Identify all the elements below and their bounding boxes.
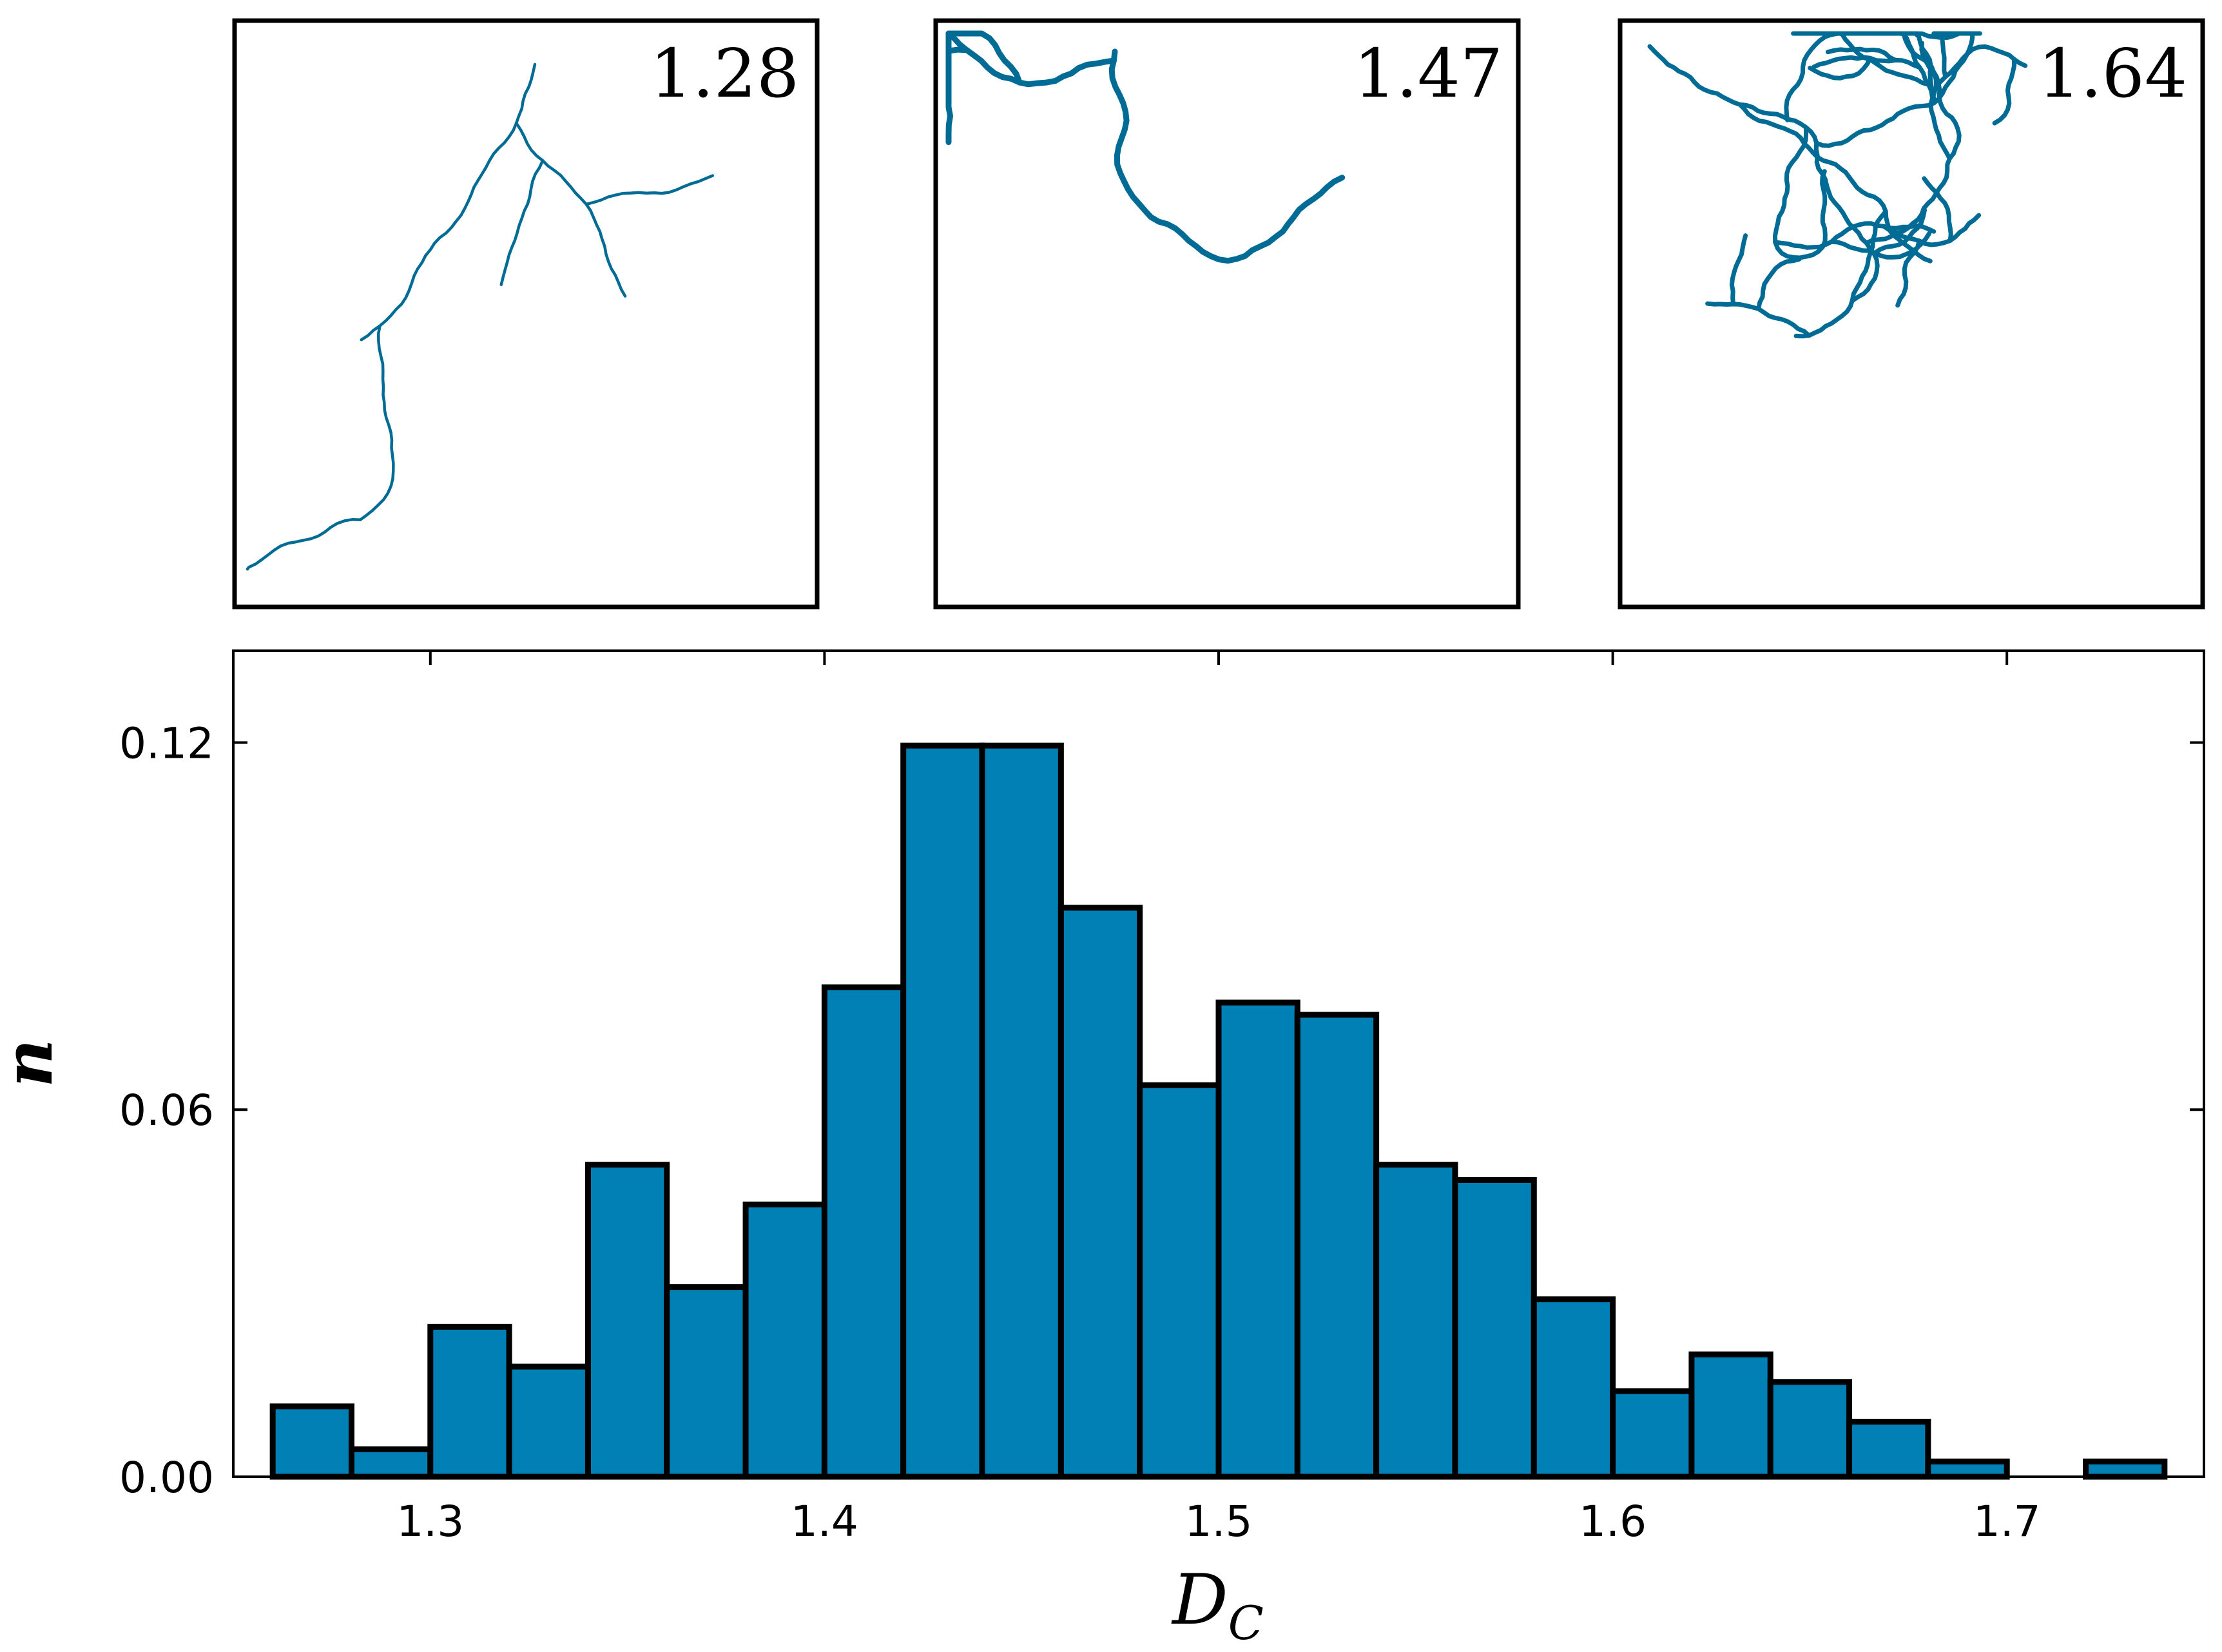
histogram-bar <box>1058 905 1143 1480</box>
histogram-bar <box>348 1446 434 1480</box>
histogram-bar <box>1137 1082 1222 1480</box>
branch-segment <box>584 174 715 206</box>
histogram-bar <box>1531 1296 1616 1480</box>
branch-segment <box>1837 31 1931 87</box>
branch-segment <box>1793 209 1888 339</box>
branching-pattern-image <box>246 62 715 571</box>
histogram-bar <box>1925 1458 2010 1480</box>
histogram-bars <box>269 742 2168 1480</box>
branch-segment <box>1895 238 1922 308</box>
panel-frame <box>1618 18 2205 610</box>
panel-value-label: 1.47 <box>1353 34 1503 113</box>
x-axis-label: DC <box>1171 1560 1264 1650</box>
branch-segment <box>246 518 362 571</box>
y-tick-label: 0.06 <box>119 1086 214 1135</box>
branch-segment <box>1808 55 1873 81</box>
y-axis-label: n <box>0 1039 68 1088</box>
branch-segment <box>1773 125 1828 260</box>
x-axis-label-subscript: C <box>1228 1596 1264 1650</box>
panel-value-label: 1.28 <box>650 34 799 113</box>
histogram-bar <box>900 742 985 1480</box>
x-tick-label: 1.4 <box>791 1497 858 1546</box>
histogram-bar <box>742 1201 827 1480</box>
branch-segment <box>1922 176 1953 244</box>
histogram-bar <box>1452 1177 1537 1480</box>
histogram-bar <box>664 1284 749 1480</box>
histogram-bar <box>506 1363 591 1480</box>
panel-value-label: 1.64 <box>2038 34 2187 113</box>
branching-pattern-panel-mid: 1.47 <box>933 18 1521 610</box>
histogram-bar <box>269 1403 354 1480</box>
x-tick-label: 1.6 <box>1579 1497 1647 1546</box>
histogram-bar <box>821 984 907 1480</box>
branch-segment <box>1825 46 1898 62</box>
y-axis-ticks: 0.00 0.06 0.12 <box>119 718 2204 1503</box>
x-tick-label: 1.5 <box>1185 1497 1253 1546</box>
branch-segment <box>514 121 627 298</box>
branch-segment <box>1864 41 1962 245</box>
branch-segment <box>1814 31 1975 148</box>
x-tick-label: 1.7 <box>1973 1497 2041 1546</box>
branch-segment <box>1737 102 1933 264</box>
branching-pattern-image <box>945 30 1346 264</box>
branch-segment <box>499 158 545 287</box>
branch-segment <box>1881 213 1982 247</box>
panel-frame <box>232 18 820 610</box>
histogram-bar <box>584 1162 670 1480</box>
branch-segment <box>945 53 953 146</box>
x-axis-ticks: 1.3 1.4 1.5 1.6 1.7 <box>396 651 2041 1546</box>
histogram-bar <box>1688 1351 1773 1480</box>
branch-segment <box>945 30 1117 88</box>
histogram-bar <box>979 742 1064 1480</box>
branching-pattern-panel-high: 1.64 <box>1618 18 2205 610</box>
branch-segment <box>1934 44 2028 88</box>
branch-segment <box>1931 31 1948 79</box>
histogram-chart: 1.3 1.4 1.5 1.6 1.7 0.00 0.06 0.12 DC n <box>0 649 2205 1650</box>
branching-pattern-panel-low: 1.28 <box>232 18 820 610</box>
histogram-bar <box>1215 999 1300 1480</box>
branch-segment <box>1811 55 1922 70</box>
histogram-bar <box>1610 1388 1695 1480</box>
histogram-bar <box>1846 1419 1931 1480</box>
histogram-bar <box>427 1323 512 1480</box>
x-axis-label-main: D <box>1171 1560 1228 1640</box>
branch-segment <box>1108 48 1346 264</box>
y-tick-label: 0.00 <box>119 1453 214 1503</box>
panel-frame <box>933 18 1521 610</box>
histogram-bar <box>1767 1379 1853 1480</box>
histogram-bar <box>2083 1458 2168 1480</box>
branch-segment <box>358 324 395 522</box>
branch-segment <box>1992 57 2017 126</box>
branching-pattern-image <box>1647 31 2028 339</box>
histogram-bar <box>1373 1162 1458 1480</box>
branch-segment <box>1705 301 1811 338</box>
histogram-bar <box>1294 1012 1380 1480</box>
branch-segment <box>360 62 537 341</box>
branch-segment <box>1729 233 1748 307</box>
branch-segment <box>1756 256 1802 311</box>
x-tick-label: 1.3 <box>396 1497 464 1546</box>
y-tick-label: 0.12 <box>119 718 214 768</box>
branch-segment <box>1647 44 1880 303</box>
branch-segment <box>1784 31 1840 122</box>
